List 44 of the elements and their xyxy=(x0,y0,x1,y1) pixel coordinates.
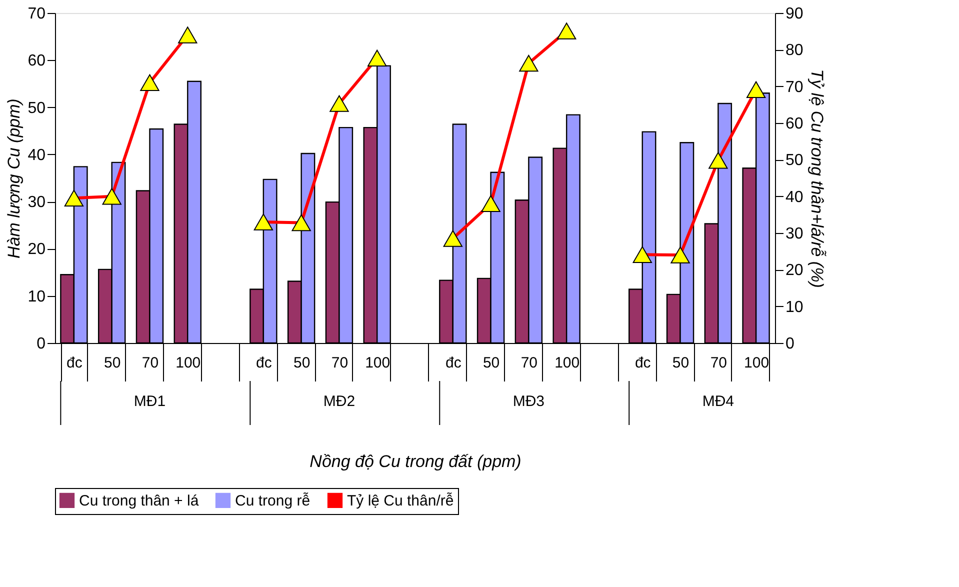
y-axis-title: Hàm lượng Cu (ppm) xyxy=(4,98,24,258)
x-axis-title: Nồng độ Cu trong đất (ppm) xyxy=(310,452,522,471)
y2-tick-label: 40 xyxy=(786,188,804,206)
y2-tick-label: 80 xyxy=(786,42,804,60)
y-tick-label: 70 xyxy=(28,6,46,22)
x-tick-label: 100 xyxy=(365,354,390,372)
x-tick-label: đc xyxy=(66,354,83,372)
y2-tick-label: 20 xyxy=(786,262,804,280)
y-tick-label: 10 xyxy=(28,288,46,306)
x-tick-label: 100 xyxy=(176,354,201,372)
y-tick-label: 30 xyxy=(28,194,46,212)
y2-tick-label: 90 xyxy=(786,6,804,22)
x-tick-label: 50 xyxy=(482,354,500,372)
y-tick-label: 60 xyxy=(28,52,46,70)
x-tick-label: 70 xyxy=(520,354,538,372)
y2-tick-label: 70 xyxy=(786,78,804,96)
y2-tick-label: 50 xyxy=(786,152,804,170)
x-tick-label: 50 xyxy=(293,354,310,372)
y2-tick-label: 0 xyxy=(786,336,794,352)
y-tick-label: 20 xyxy=(28,241,46,258)
x-tick-label: đc xyxy=(445,354,462,372)
y2-tick-label: 60 xyxy=(786,116,804,132)
x-tick-label: 70 xyxy=(710,354,727,372)
legend-label: Cu trong thân + lá xyxy=(79,492,200,510)
x-tick-label: 50 xyxy=(104,354,121,372)
text: MĐ3 xyxy=(512,393,545,410)
x-tick-label: 100 xyxy=(744,354,770,372)
x-tick-label: 50 xyxy=(672,354,690,372)
x-tick-label: 100 xyxy=(554,354,580,372)
y2-tick-label: 30 xyxy=(786,226,804,242)
x-tick-label: 70 xyxy=(331,354,348,372)
x-tick-label: đc xyxy=(634,354,652,372)
x-tick-label: đc xyxy=(256,354,272,372)
text: MĐ2 xyxy=(323,393,356,410)
legend-label: Cu trong rễ xyxy=(235,492,310,510)
legend-label: Tỷ lệ Cu thân/rễ xyxy=(347,492,454,510)
y2-tick-label: 10 xyxy=(786,298,804,316)
y-tick-label: 40 xyxy=(28,146,46,164)
y-tick-label: 50 xyxy=(28,100,46,117)
text: MĐ1 xyxy=(134,393,166,410)
text: MĐ4 xyxy=(702,393,734,410)
y2-axis-title: Tỷ lệ Cu trong thân+lá/rễ (%) xyxy=(807,69,826,288)
y-tick-label: 0 xyxy=(36,336,46,352)
x-tick-label: 70 xyxy=(142,354,159,372)
